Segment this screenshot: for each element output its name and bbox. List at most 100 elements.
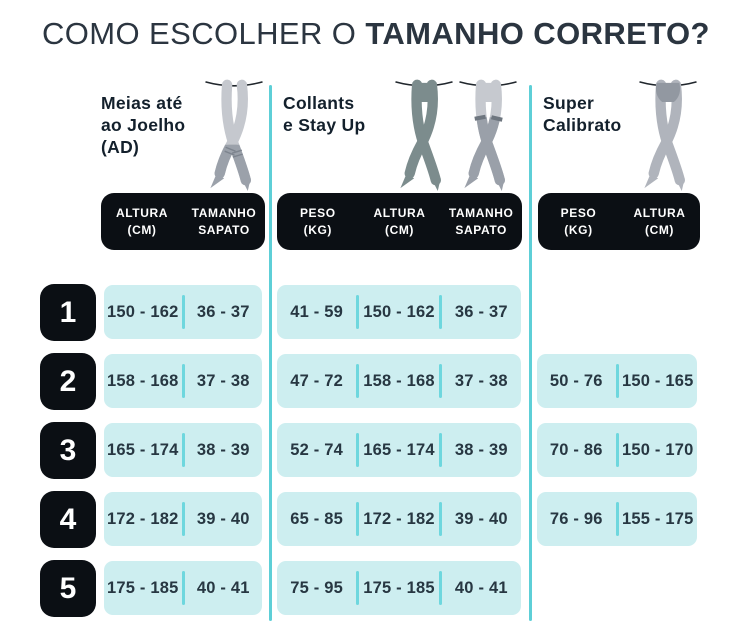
column-header-line: TAMANHO: [448, 205, 514, 220]
column-header-line: (KG): [303, 222, 333, 237]
section-divider-1: [269, 85, 272, 621]
cell-value: 150 - 165: [621, 371, 694, 390]
size-badge-5: 5: [40, 560, 96, 617]
cell-value: 75 - 95: [290, 578, 344, 597]
cell-value: 172 - 182: [106, 509, 179, 528]
section-title-line: Meias até: [101, 93, 183, 113]
size-badge-4: 4: [40, 491, 96, 548]
cell-collants-size2: 47 - 72 158 - 168 37 - 38: [277, 354, 521, 408]
column-header-altura-cm: ALTURA (CM): [359, 193, 441, 250]
cell-divider: [438, 295, 442, 329]
cell-value: 175 - 185: [363, 578, 435, 597]
cell-value: 39 - 40: [454, 509, 508, 528]
cell-divider: [615, 502, 619, 536]
cell-value: 41 - 59: [290, 302, 344, 321]
cell-value: 37 - 38: [196, 371, 250, 390]
column-headers-super-calibrato: PESO (KG) ALTURA (CM): [538, 193, 700, 250]
page-title-regular: COMO ESCOLHER O: [42, 16, 357, 51]
cell-divider: [181, 571, 185, 605]
column-header-line: (KG): [564, 222, 593, 237]
section-divider-2: [529, 85, 532, 621]
cell-value: 172 - 182: [363, 509, 435, 528]
cell-meias-size4: 172 - 182 39 - 40: [104, 492, 262, 546]
cell-divider: [438, 502, 442, 536]
cell-value: 150 - 162: [363, 302, 435, 321]
knee-high-socks-legs-icon: [205, 79, 263, 192]
cell-meias-size3: 165 - 174 38 - 39: [104, 423, 262, 477]
cell-super-calibrato-size2: 50 - 76 150 - 165: [537, 354, 697, 408]
column-header-line: TAMANHO: [191, 205, 257, 220]
cell-value: 155 - 175: [621, 509, 694, 528]
size-badge-1: 1: [40, 284, 96, 341]
cell-divider: [181, 364, 185, 398]
column-header-line: (CM): [127, 222, 157, 237]
cell-value: 70 - 86: [549, 440, 603, 459]
cell-divider: [181, 502, 185, 536]
cell-collants-size3: 52 - 74 165 - 174 38 - 39: [277, 423, 521, 477]
cell-value: 150 - 170: [621, 440, 694, 459]
cell-value: 65 - 85: [290, 509, 344, 528]
size-badge-2: 2: [40, 353, 96, 410]
section-title-line: (AD): [101, 137, 140, 157]
section-title-collants: Collants e Stay Up: [283, 92, 365, 136]
cell-divider: [181, 433, 185, 467]
cell-value: 39 - 40: [196, 509, 250, 528]
cell-divider: [356, 295, 360, 329]
cell-divider: [438, 433, 442, 467]
column-header-line: PESO: [299, 205, 336, 220]
column-header-line: (CM): [644, 222, 675, 237]
column-header-line: PESO: [560, 205, 597, 220]
cell-super-calibrato-size3: 70 - 86 150 - 170: [537, 423, 697, 477]
column-header-altura-cm: ALTURA (CM): [619, 193, 700, 250]
cell-divider: [356, 502, 360, 536]
cell-divider: [356, 364, 360, 398]
cell-value: 38 - 39: [454, 440, 508, 459]
cell-collants-size4: 65 - 85 172 - 182 39 - 40: [277, 492, 521, 546]
section-title-line: Calibrato: [543, 115, 622, 135]
column-header-line: ALTURA: [373, 205, 426, 220]
section-title-meias: Meias até ao Joelho (AD): [101, 92, 185, 158]
column-header-tamanho-sapato: TAMANHO SAPATO: [440, 193, 522, 250]
cell-value: 40 - 41: [454, 578, 508, 597]
column-headers-meias: ALTURA (CM) TAMANHO SAPATO: [101, 193, 265, 250]
cell-divider: [356, 433, 360, 467]
column-header-line: SAPATO: [198, 222, 250, 237]
cell-collants-size1: 41 - 59 150 - 162 36 - 37: [277, 285, 521, 339]
section-title-line: Super: [543, 93, 595, 113]
cell-value: 158 - 168: [106, 371, 179, 390]
cell-divider: [438, 364, 442, 398]
section-title-line: e Stay Up: [283, 115, 366, 135]
column-header-peso-kg: PESO (KG): [538, 193, 619, 250]
tights-legs-icon: [395, 79, 453, 192]
cell-value: 165 - 174: [106, 440, 179, 459]
cell-value: 175 - 185: [106, 578, 179, 597]
cell-value: 150 - 162: [106, 302, 179, 321]
stay-up-stockings-legs-icon: [459, 79, 517, 192]
column-header-altura-cm: ALTURA (CM): [101, 193, 183, 250]
size-badge-3: 3: [40, 422, 96, 479]
cell-value: 38 - 39: [196, 440, 250, 459]
cell-super-calibrato-size4: 76 - 96 155 - 175: [537, 492, 697, 546]
cell-value: 52 - 74: [290, 440, 344, 459]
page-title-bold: TAMANHO CORRETO?: [365, 16, 710, 51]
column-header-line: (CM): [384, 222, 415, 237]
cell-meias-size5: 175 - 185 40 - 41: [104, 561, 262, 615]
section-title-super-calibrato: Super Calibrato: [543, 92, 622, 136]
column-header-line: SAPATO: [455, 222, 507, 237]
cell-value: 165 - 174: [363, 440, 435, 459]
cell-value: 36 - 37: [454, 302, 508, 321]
column-header-peso-kg: PESO (KG): [277, 193, 359, 250]
column-header-line: ALTURA: [633, 205, 686, 220]
cell-divider: [356, 571, 360, 605]
cell-meias-size2: 158 - 168 37 - 38: [104, 354, 262, 408]
cell-value: 76 - 96: [549, 509, 603, 528]
section-title-line: ao Joelho: [101, 115, 186, 135]
cell-value: 36 - 37: [196, 302, 250, 321]
page-title: COMO ESCOLHER O TAMANHO CORRETO?: [42, 16, 710, 52]
cell-value: 50 - 76: [549, 371, 603, 390]
column-header-tamanho-sapato: TAMANHO SAPATO: [183, 193, 265, 250]
cell-value: 47 - 72: [290, 371, 344, 390]
column-headers-collants: PESO (KG) ALTURA (CM) TAMANHO SAPATO: [277, 193, 522, 250]
cell-meias-size1: 150 - 162 36 - 37: [104, 285, 262, 339]
column-header-line: ALTURA: [115, 205, 169, 220]
